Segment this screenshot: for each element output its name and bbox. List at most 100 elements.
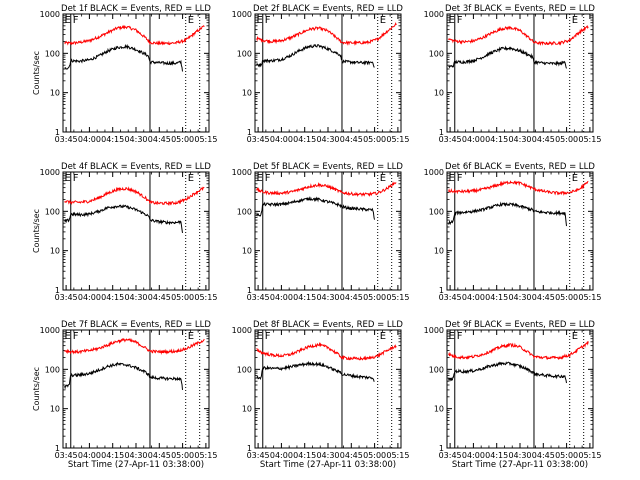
marker-label-e: E <box>572 173 578 184</box>
y-tick-label: 100 <box>45 49 60 58</box>
corner-flag-e: E <box>449 15 455 26</box>
x-tick-label: 05:15 <box>386 293 409 302</box>
x-tick-label: 03:45 <box>247 451 270 460</box>
marker-label-f: F <box>73 173 79 184</box>
y-tick-label: 1 <box>55 444 60 453</box>
y-tick-label: 100 <box>45 365 60 374</box>
y-tick-label: 1000 <box>40 326 60 335</box>
panel-title: Det 5f BLACK = Events, RED = LLD <box>253 162 403 172</box>
y-tick-label: 1000 <box>40 10 60 19</box>
x-tick-label: 05:15 <box>578 135 601 144</box>
x-tick-label: 03:45 <box>55 451 78 460</box>
y-tick-label: 10 <box>50 247 60 256</box>
x-tick-label: 03:45 <box>439 293 462 302</box>
y-tick-label: 10 <box>242 89 252 98</box>
x-tick-label: 05:15 <box>386 135 409 144</box>
marker-label-f: F <box>457 15 463 26</box>
y-tick-label: 10 <box>50 405 60 414</box>
y-tick-label: 1000 <box>40 168 60 177</box>
x-tick-label: 05:15 <box>194 451 217 460</box>
panel-det-9: Det 9f BLACK = Events, RED = LLD 1 10 100 10… <box>424 320 602 470</box>
panel-det-6: Det 6f BLACK = Events, RED = LLD 1 10 100 10… <box>424 162 602 302</box>
y-tick-label: 1 <box>439 444 444 453</box>
x-tick-label: 05:15 <box>578 451 601 460</box>
panel-title: Det 4f BLACK = Events, RED = LLD <box>61 162 211 172</box>
corner-flag-e: E <box>65 15 71 26</box>
y-tick-label: 1000 <box>232 10 252 19</box>
marker-label-f: F <box>457 331 463 342</box>
series-lld <box>64 337 205 355</box>
x-tick-label: 04:45 <box>340 135 363 144</box>
x-tick-label: 04:00 <box>270 135 293 144</box>
corner-flag-e: E <box>65 331 71 342</box>
x-tick-label: 04:45 <box>532 451 555 460</box>
series-lld <box>64 24 205 46</box>
x-tick-label: 04:45 <box>148 293 171 302</box>
x-tick-label: 05:00 <box>363 451 386 460</box>
y-tick-label: 10 <box>242 405 252 414</box>
x-tick-label: 04:30 <box>508 451 531 460</box>
x-tick-label: 05:15 <box>386 451 409 460</box>
y-tick-label: 10 <box>242 247 252 256</box>
marker-label-f: F <box>265 15 271 26</box>
y-axis-label: Counts/sec <box>32 51 41 95</box>
marker-label-e: E <box>380 173 386 184</box>
plot-frame <box>446 13 594 133</box>
x-tick-label: 04:15 <box>101 293 124 302</box>
y-tick-label: 10 <box>434 89 444 98</box>
y-tick-label: 1000 <box>424 10 444 19</box>
x-tick-label: 03:45 <box>247 135 270 144</box>
corner-flag-e: E <box>257 173 263 184</box>
x-tick-label: 04:15 <box>485 293 508 302</box>
plot-frame <box>62 171 210 291</box>
series-lld <box>448 25 589 46</box>
plot-frame <box>446 329 594 449</box>
y-tick-label: 100 <box>429 49 444 58</box>
x-tick-label: 04:30 <box>124 293 147 302</box>
y-tick-label: 1000 <box>424 168 444 177</box>
y-tick-label: 1 <box>247 286 252 295</box>
panel-title: Det 2f BLACK = Events, RED = LLD <box>253 4 403 14</box>
marker-label-e: E <box>572 15 578 26</box>
x-tick-label: 04:00 <box>462 293 485 302</box>
x-tick-label: 04:45 <box>532 293 555 302</box>
x-tick-label: 04:00 <box>462 135 485 144</box>
x-tick-label: 03:45 <box>55 293 78 302</box>
x-tick-label: 04:30 <box>316 293 339 302</box>
marker-label-e: E <box>188 173 194 184</box>
y-tick-label: 1 <box>247 128 252 137</box>
x-tick-label: 04:45 <box>340 451 363 460</box>
x-tick-label: 05:00 <box>555 451 578 460</box>
corner-flag-e: E <box>257 331 263 342</box>
x-tick-label: 04:00 <box>462 451 485 460</box>
corner-flag-e: E <box>65 173 71 184</box>
panel-det-2: Det 2f BLACK = Events, RED = LLD 1 10 100 10… <box>232 4 410 144</box>
marker-label-f: F <box>73 331 79 342</box>
series-lld <box>448 180 589 196</box>
series-lld <box>256 22 397 46</box>
x-tick-label: 05:00 <box>555 293 578 302</box>
y-tick-label: 100 <box>237 49 252 58</box>
x-tick-label: 04:00 <box>78 451 101 460</box>
series-events <box>256 196 375 220</box>
series-events <box>448 45 567 69</box>
series-events <box>64 43 183 72</box>
series-events <box>64 204 183 233</box>
x-tick-label: 04:45 <box>532 135 555 144</box>
marker-label-f: F <box>457 173 463 184</box>
y-tick-label: 1 <box>55 128 60 137</box>
corner-flag-e: E <box>449 173 455 184</box>
x-tick-label: 04:15 <box>101 451 124 460</box>
x-tick-label: 05:15 <box>194 293 217 302</box>
marker-label-e: E <box>380 331 386 342</box>
series-events <box>256 43 375 68</box>
x-tick-label: 05:00 <box>171 451 194 460</box>
panel-title: Det 8f BLACK = Events, RED = LLD <box>253 320 403 330</box>
series-events <box>64 361 183 390</box>
x-tick-label: 04:00 <box>78 135 101 144</box>
panel-title: Det 1f BLACK = Events, RED = LLD <box>61 4 211 14</box>
marker-label-f: F <box>73 15 79 26</box>
x-tick-label: 05:00 <box>363 135 386 144</box>
marker-label-e: E <box>188 331 194 342</box>
corner-flag-e: E <box>257 15 263 26</box>
